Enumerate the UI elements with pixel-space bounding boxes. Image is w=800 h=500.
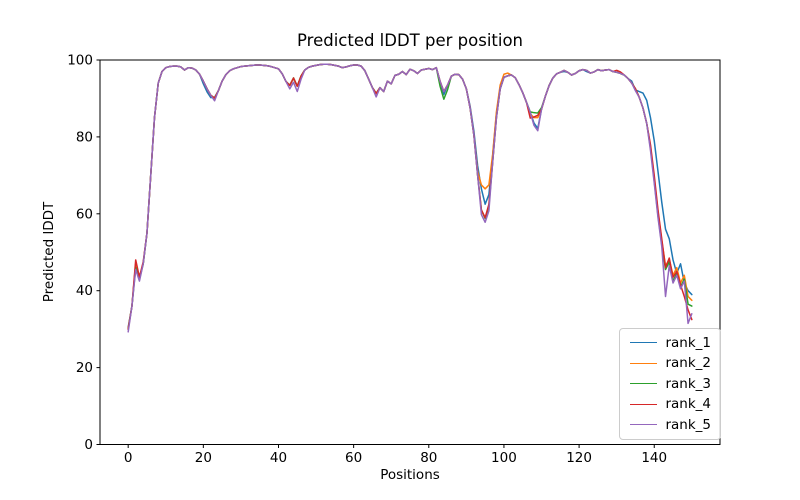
legend-label-rank_4: rank_4 [665, 396, 711, 413]
x-tick-label: 140 [641, 450, 667, 466]
series-line-rank_2 [127, 63, 693, 330]
series-line-rank_5 [127, 63, 693, 333]
x-axis-label: Positions [380, 467, 440, 483]
legend-line-sample-rank_3 [630, 383, 658, 385]
x-tick-label: 20 [195, 450, 212, 466]
legend-row-rank_2: rank_2 [630, 353, 711, 374]
y-tick-label: 20 [76, 360, 93, 376]
x-tick-label: 120 [566, 450, 592, 466]
axes-frame [99, 59, 721, 445]
y-tick-label: 60 [76, 206, 93, 222]
x-tick-label: 60 [345, 450, 362, 466]
x-tick-label: 40 [270, 450, 287, 466]
legend-row-rank_5: rank_5 [630, 415, 711, 436]
legend-row-rank_1: rank_1 [630, 333, 711, 354]
y-tick-label: 0 [84, 437, 93, 453]
series-line-rank_1 [127, 63, 693, 328]
legend-row-rank_3: rank_3 [630, 374, 711, 395]
legend: rank_1 rank_2 rank_3 rank_4 rank_5 [619, 327, 721, 440]
legend-label-rank_1: rank_1 [665, 334, 711, 351]
y-tick-label: 100 [67, 53, 93, 69]
legend-row-rank_4: rank_4 [630, 394, 711, 415]
y-tick-label: 40 [76, 283, 93, 299]
legend-label-rank_5: rank_5 [665, 416, 711, 433]
x-tick-label: 0 [124, 450, 133, 466]
x-tick-label: 100 [491, 450, 517, 466]
legend-line-sample-rank_4 [630, 403, 658, 405]
legend-label-rank_2: rank_2 [665, 355, 711, 372]
legend-label-rank_3: rank_3 [665, 375, 711, 392]
chart-title: Predicted lDDT per position [296, 31, 524, 50]
legend-line-sample-rank_1 [630, 342, 658, 344]
legend-line-sample-rank_5 [630, 424, 658, 426]
x-tick-label: 80 [420, 450, 437, 466]
legend-line-sample-rank_2 [630, 362, 658, 364]
series-line-rank_3 [127, 63, 693, 330]
y-tick-label: 80 [76, 129, 93, 145]
series-line-rank_4 [127, 63, 693, 330]
